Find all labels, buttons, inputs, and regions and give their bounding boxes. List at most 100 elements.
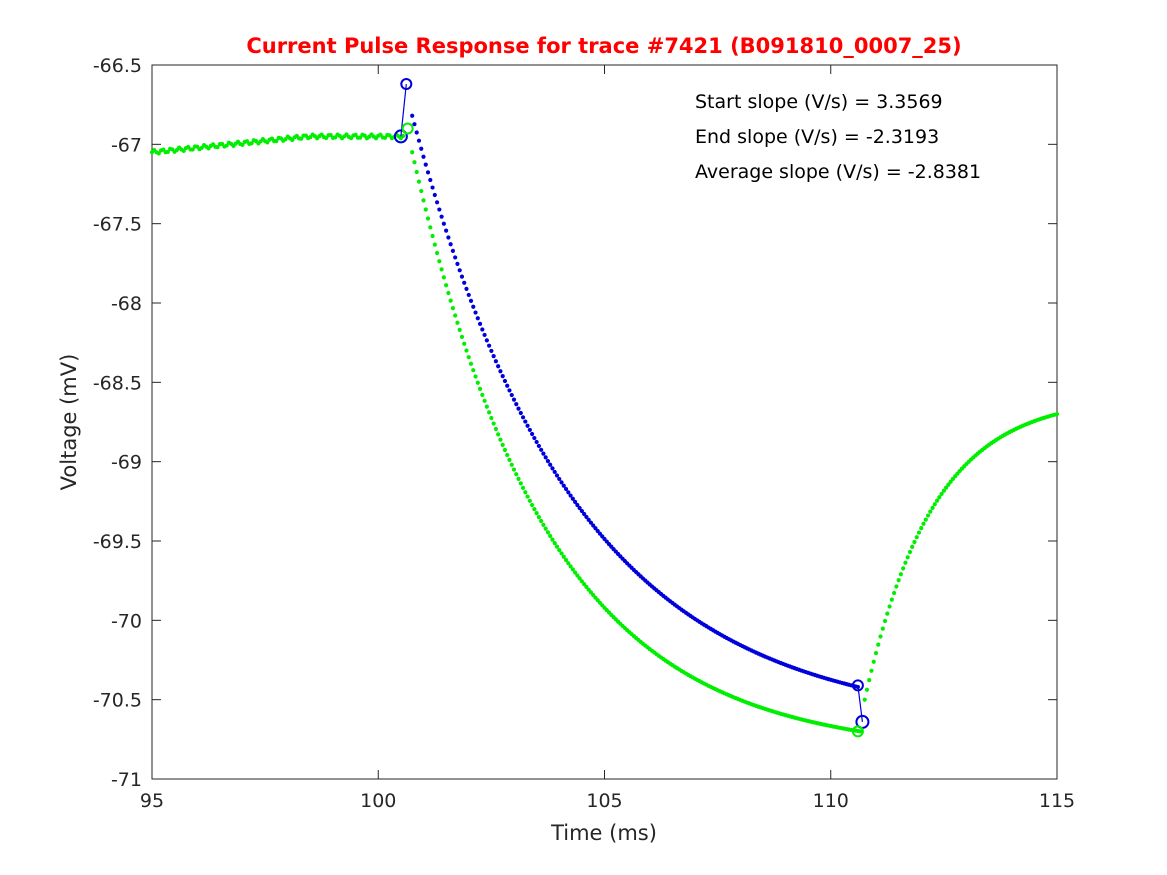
data-point: [557, 476, 562, 482]
series-0: [149, 132, 1060, 734]
data-point: [480, 327, 485, 332]
data-point: [450, 306, 456, 311]
data-point: [862, 697, 867, 702]
data-point: [520, 415, 526, 420]
data-point: [858, 729, 863, 734]
data-point: [554, 473, 560, 478]
data-point: [570, 496, 575, 501]
data-point: [410, 113, 415, 118]
data-point: [401, 133, 406, 139]
data-point: [459, 334, 465, 339]
data-point: [930, 505, 935, 510]
data-point: [905, 555, 910, 560]
data-point: [505, 383, 510, 388]
data-point: [489, 348, 494, 354]
data-point: [419, 146, 424, 151]
data-point: [511, 397, 517, 402]
data-point: [539, 518, 544, 524]
data-point: [457, 327, 462, 332]
data-point: [937, 495, 942, 500]
data-point: [416, 138, 422, 143]
data-point: [575, 573, 580, 578]
data-point: [453, 313, 458, 318]
data-point: [561, 483, 566, 488]
data-point: [514, 472, 519, 477]
data-point: [889, 597, 894, 602]
data-point: [464, 286, 469, 292]
data-point: [434, 250, 440, 256]
data-point: [907, 549, 913, 555]
data-point: [543, 526, 548, 531]
data-point: [428, 177, 433, 183]
start-slope-annotation: Start slope (V/s) = 3.3569: [695, 91, 943, 113]
data-point: [579, 579, 584, 584]
data-point: [444, 283, 449, 288]
y-tick-label: -69.5: [93, 531, 142, 553]
data-point: [523, 419, 528, 424]
data-point: [419, 188, 424, 194]
data-point: [459, 274, 465, 279]
data-point: [923, 517, 928, 522]
data-point: [563, 557, 569, 563]
data-point: [582, 511, 587, 517]
data-point: [559, 551, 564, 556]
data-point: [523, 490, 528, 495]
data-point: [421, 198, 426, 203]
data-point: [496, 432, 501, 437]
x-tick-label: 95: [140, 790, 164, 812]
average-slope-annotation: Average slope (V/s) = -2.8381: [695, 161, 981, 183]
data-point: [577, 576, 582, 581]
data-point: [563, 486, 569, 492]
start-marker-baseline: [393, 129, 408, 144]
data-point: [378, 132, 383, 137]
data-point: [939, 491, 944, 497]
data-point: [446, 235, 451, 240]
data-point: [466, 355, 471, 360]
data-point: [215, 145, 220, 150]
data-point: [489, 415, 494, 421]
data-point: [944, 485, 949, 490]
data-point: [887, 604, 892, 609]
data-point: [430, 185, 435, 190]
data-point: [588, 520, 594, 525]
data-point: [480, 392, 485, 397]
data-point: [575, 502, 580, 508]
data-point: [453, 255, 458, 260]
data-point: [941, 488, 946, 493]
data-point: [579, 508, 584, 514]
data-point: [498, 437, 503, 442]
data-point: [224, 143, 229, 148]
data-point: [471, 304, 476, 309]
data-point: [550, 466, 555, 471]
data-point: [455, 320, 460, 325]
data-point: [928, 509, 933, 514]
end-marker-raw: [851, 725, 864, 738]
data-point: [299, 136, 304, 141]
data-point: [525, 494, 530, 499]
y-tick-label: -70.5: [93, 690, 142, 712]
data-point: [382, 135, 388, 140]
data-point: [437, 207, 442, 212]
data-point: [536, 443, 541, 449]
data-point: [541, 522, 546, 527]
data-point: [471, 368, 476, 373]
data-point: [448, 298, 453, 303]
data-point: [423, 207, 428, 212]
data-point: [552, 469, 557, 475]
data-point: [591, 523, 596, 528]
data-point: [498, 369, 503, 374]
data-point: [412, 160, 417, 165]
data-point: [484, 338, 489, 343]
data-point: [541, 451, 546, 456]
data-point: [165, 149, 170, 154]
data-point: [527, 427, 532, 433]
data-point: [462, 280, 467, 285]
data-point: [491, 354, 496, 359]
data-point: [181, 148, 186, 154]
data-point: [473, 310, 478, 315]
data-point: [358, 135, 363, 140]
data-point: [554, 544, 560, 549]
plot-box: [151, 64, 1058, 780]
start-marker-raw: [401, 122, 414, 135]
